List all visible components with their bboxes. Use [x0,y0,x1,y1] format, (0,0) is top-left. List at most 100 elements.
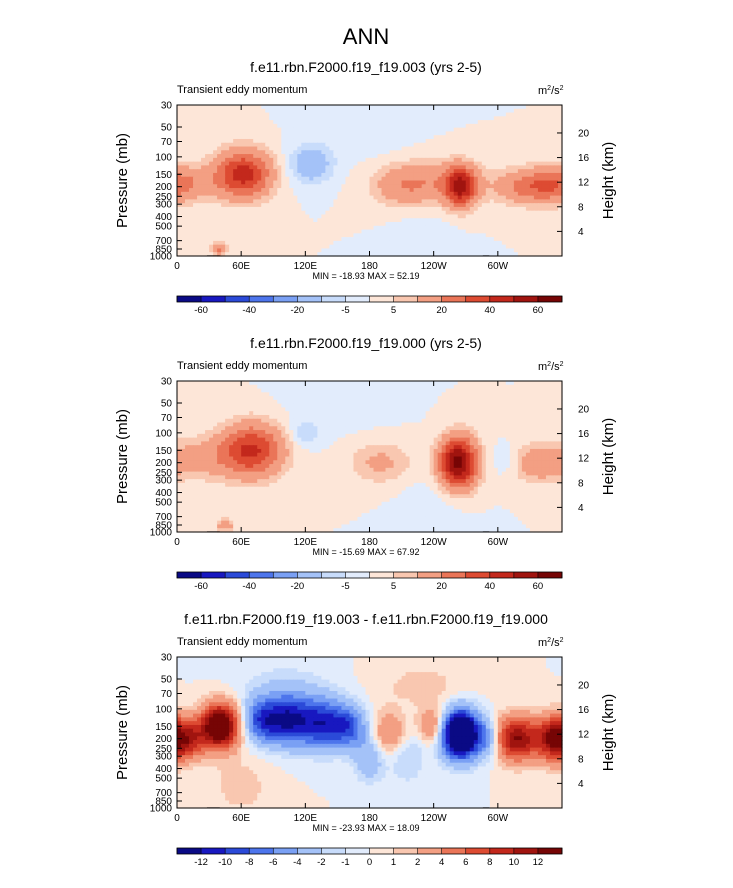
heatmap-cell [373,127,379,133]
heatmap-cell [201,214,206,219]
heatmap-cell [353,142,359,148]
heatmap-cell [529,206,535,212]
heatmap-cell [261,172,266,178]
heatmap-cell [489,116,495,121]
colorbar-swatch [225,296,250,302]
heatmap-cell [505,116,511,121]
heatmap-cell [553,105,559,110]
heatmap-cell [221,150,226,155]
heatmap-cell [393,131,399,136]
heatmap-cell [497,131,503,136]
heatmap-cell [393,218,399,223]
heatmap-cell [525,403,531,409]
heatmap-cell [421,142,427,148]
heatmap-cell [361,154,367,159]
heatmap-cell [377,123,383,129]
heatmap-cell [529,414,535,420]
heatmap-cell [289,214,294,219]
heatmap-cell [217,237,222,242]
heatmap-cell [373,384,379,390]
heatmap-cell [525,142,531,148]
heatmap-cell [205,407,210,412]
heatmap-cell [485,222,491,227]
y-tick-label: 50 [161,122,173,133]
heatmap-cell [529,176,535,182]
heatmap-cell [401,108,407,114]
heatmap-cell [533,199,539,204]
heatmap-cell [389,396,395,401]
heatmap-cell [325,388,330,393]
heatmap-cell [465,199,471,204]
heatmap-cell [501,169,507,174]
heatmap-cell [345,105,351,110]
heatmap-cell [485,233,491,238]
heatmap-cell [453,146,459,151]
heatmap-cell [557,191,563,197]
heatmap-cell [325,244,330,250]
heatmap-cell [409,105,415,110]
heatmap-cell [557,184,563,189]
heatmap-cell [309,199,314,204]
heatmap-cell [365,112,371,117]
heatmap-cell [469,384,475,390]
heatmap-cell [497,392,503,397]
heatmap-cell [341,180,347,185]
heatmap-cell [541,135,547,140]
heatmap-cell [389,222,395,227]
heatmap-cell [533,210,539,216]
heatmap-cell [381,210,387,216]
heatmap-cell [493,244,499,250]
heatmap-cell [505,203,511,208]
heatmap-cell [405,392,411,397]
heatmap-cell [481,142,487,148]
heatmap-cell [489,199,495,204]
heatmap-cell [225,188,230,193]
heatmap-cell [221,188,226,193]
heatmap-cell [193,184,198,189]
heatmap-cell [277,157,282,163]
heatmap-cell [349,146,355,151]
heatmap-cell [361,388,367,393]
heatmap-cell [557,142,563,148]
heatmap-cell [425,206,431,212]
heatmap-cell [341,210,347,216]
heatmap-cell [525,203,531,208]
heatmap-cell [505,199,511,204]
heatmap-cell [533,142,539,148]
heatmap-cell [209,248,214,253]
heatmap-cell [225,120,230,125]
heatmap-cell [313,225,318,231]
heatmap-cell [201,154,206,159]
heatmap-cell [401,138,407,144]
heatmap-cell [273,206,278,212]
heatmap-cell [197,161,202,167]
heatmap-cell [441,252,447,257]
heatmap-cell [385,222,391,227]
heatmap-cell [485,169,491,174]
heatmap-cell [365,407,371,412]
heatmap-cell [509,127,515,133]
heatmap-cell [209,233,214,238]
heatmap-cell [285,418,290,424]
heatmap-cell [345,407,351,412]
heatmap-cell [197,165,202,170]
heatmap-cell [481,210,487,216]
heatmap-cell [361,244,367,250]
heatmap-cell [345,161,351,167]
heatmap-cell [461,120,467,125]
heatmap-cell [309,123,314,129]
heatmap-cell [317,142,322,148]
heatmap-cell [341,131,347,136]
heatmap-cell [293,180,298,185]
heatmap-cell [449,414,455,420]
heatmap-cell [465,381,471,386]
heatmap-cell [397,248,403,253]
heatmap-cell [269,127,274,133]
heatmap-cell [337,248,343,253]
heatmap-cell [541,252,547,257]
heatmap-cell [293,191,298,197]
heatmap-cell [373,195,379,200]
heatmap-cell [269,191,274,197]
heatmap-cell [337,116,343,121]
heatmap-cell [349,252,355,257]
